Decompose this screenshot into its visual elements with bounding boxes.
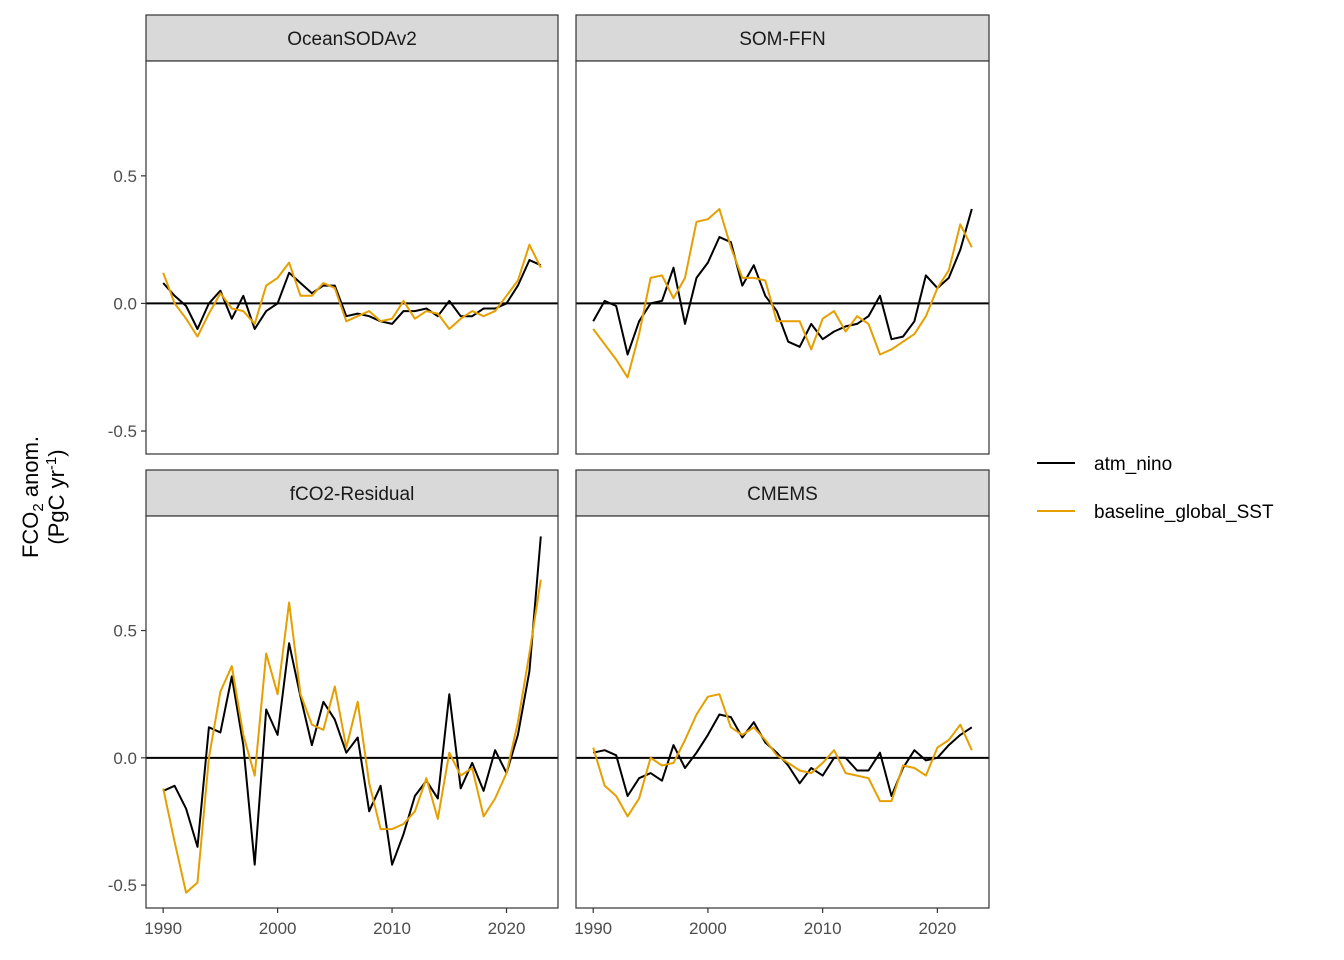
series-line-baseline_global_SST	[592, 208, 973, 379]
ylabel-subscript: 2	[30, 503, 47, 511]
legend-label-baseline_global_SST: baseline_global_SST	[1094, 502, 1274, 523]
series-line-atm_nino	[162, 259, 542, 330]
series-line-atm_nino	[592, 208, 973, 356]
x-tick-label: 2010	[804, 919, 842, 938]
x-tick-label: 1990	[144, 919, 182, 938]
ylabel-text-2: (PgC yr	[44, 470, 69, 545]
panel-border	[145, 60, 559, 455]
series-line-atm_nino	[162, 536, 542, 866]
ylabel-text-1-rest: anom.	[18, 436, 43, 503]
panel-border	[575, 515, 990, 909]
series-line-baseline_global_SST	[162, 243, 542, 338]
panel-background	[146, 516, 558, 908]
x-tick-label: 2020	[918, 919, 956, 938]
y-axis-label-line1: FCO2 anom.	[18, 436, 47, 558]
panel-background	[576, 61, 989, 454]
y-tick-label: 0.5	[113, 167, 137, 186]
facet-strip	[145, 469, 559, 517]
panel-fco2-residual: fCO2-Residual -0.5 0.0 0.5 1990 2000 2010 2020	[108, 469, 559, 938]
panel-border	[145, 515, 559, 909]
y-tick-label: -0.5	[108, 422, 137, 441]
x-tick-label: 2000	[259, 919, 297, 938]
facet-strip	[575, 469, 990, 517]
panel-background	[146, 61, 558, 454]
panel-som-ffn: SOM-FFN	[575, 14, 990, 455]
x-tick-label: 2010	[373, 919, 411, 938]
legend-label-atm_nino: atm_nino	[1094, 454, 1172, 475]
panel-cmems: CMEMS 1990 2000 2010 2020	[574, 469, 990, 938]
y-tick-label: 0.5	[113, 622, 137, 641]
x-tick-label: 1990	[574, 919, 612, 938]
x-tick-label: 2020	[488, 919, 526, 938]
facet-panels: OceanSODAv2 -0.5 0.0 0.5 SOM-FFN fCO2-Residua…	[108, 14, 990, 938]
y-tick-label: -0.5	[108, 876, 137, 895]
panel-background	[576, 516, 989, 908]
facet-strip	[575, 14, 990, 62]
facet-title: SOM-FFN	[739, 29, 826, 50]
legend: atm_nino baseline_global_SST	[1037, 454, 1274, 523]
ylabel-text-1: FCO	[18, 512, 43, 558]
panel-border	[575, 60, 990, 455]
panel-oceansodav2: OceanSODAv2 -0.5 0.0 0.5	[108, 14, 559, 455]
series-line-baseline_global_SST	[162, 579, 542, 894]
facet-title: OceanSODAv2	[287, 29, 417, 50]
y-tick-label: 0.0	[113, 294, 137, 313]
facet-title: fCO2-Residual	[290, 484, 415, 505]
y-axis-label-line2: (PgC yr-1)	[43, 449, 69, 544]
x-tick-label: 2000	[689, 919, 727, 938]
ylabel-text-2-rest: )	[44, 449, 69, 456]
ylabel-superscript: -1	[43, 457, 60, 470]
series-line-baseline_global_SST	[592, 693, 973, 818]
facet-title: CMEMS	[747, 484, 818, 505]
y-tick-label: 0.0	[113, 749, 137, 768]
